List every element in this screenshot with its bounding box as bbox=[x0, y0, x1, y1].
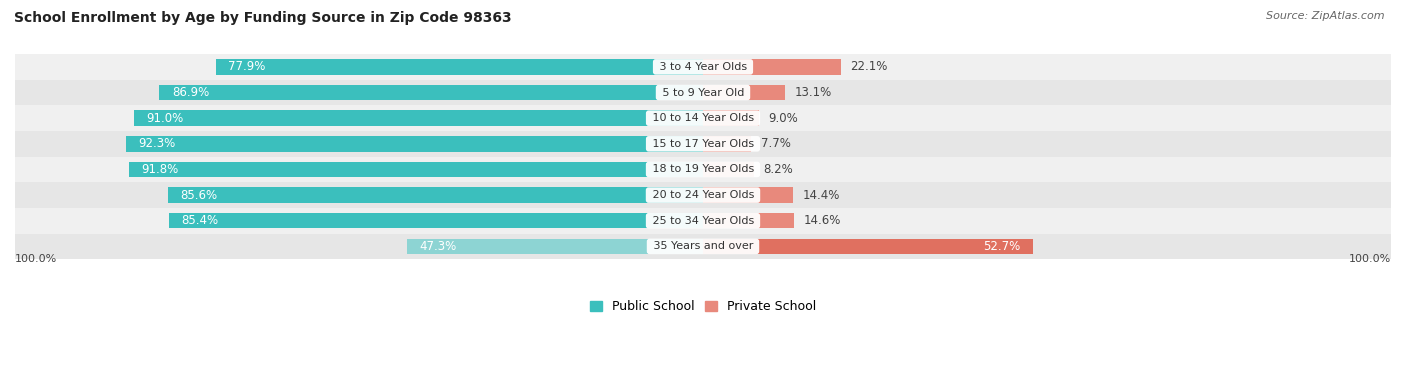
Text: 100.0%: 100.0% bbox=[1348, 254, 1391, 264]
Text: 100.0%: 100.0% bbox=[15, 254, 58, 264]
Text: 86.9%: 86.9% bbox=[172, 86, 209, 99]
Text: 47.3%: 47.3% bbox=[419, 240, 457, 253]
Text: 14.6%: 14.6% bbox=[804, 214, 841, 227]
Text: Source: ZipAtlas.com: Source: ZipAtlas.com bbox=[1267, 11, 1385, 21]
Legend: Public School, Private School: Public School, Private School bbox=[585, 296, 821, 319]
Bar bbox=[15, 182, 1391, 208]
Bar bbox=[125, 136, 703, 152]
Text: 85.6%: 85.6% bbox=[180, 188, 218, 202]
Text: 7.7%: 7.7% bbox=[761, 137, 790, 150]
Text: 9.0%: 9.0% bbox=[769, 112, 799, 125]
Text: 18 to 19 Year Olds: 18 to 19 Year Olds bbox=[648, 164, 758, 175]
Text: 3 to 4 Year Olds: 3 to 4 Year Olds bbox=[655, 62, 751, 72]
Text: 15 to 17 Year Olds: 15 to 17 Year Olds bbox=[648, 139, 758, 149]
Bar bbox=[703, 136, 751, 152]
Bar bbox=[134, 110, 703, 126]
Text: School Enrollment by Age by Funding Source in Zip Code 98363: School Enrollment by Age by Funding Sour… bbox=[14, 11, 512, 25]
Bar bbox=[703, 213, 794, 228]
Bar bbox=[15, 208, 1391, 234]
Bar bbox=[703, 239, 1032, 254]
Bar bbox=[169, 213, 703, 228]
Bar bbox=[703, 187, 793, 203]
Bar bbox=[703, 59, 841, 75]
Bar bbox=[703, 110, 759, 126]
Text: 22.1%: 22.1% bbox=[851, 60, 889, 74]
Bar bbox=[408, 239, 703, 254]
Text: 52.7%: 52.7% bbox=[983, 240, 1021, 253]
Text: 14.4%: 14.4% bbox=[803, 188, 839, 202]
Bar bbox=[15, 234, 1391, 259]
Text: 77.9%: 77.9% bbox=[228, 60, 266, 74]
Bar bbox=[15, 105, 1391, 131]
Bar bbox=[15, 131, 1391, 156]
Bar bbox=[15, 80, 1391, 105]
Text: 35 Years and over: 35 Years and over bbox=[650, 241, 756, 251]
Bar bbox=[159, 85, 703, 100]
Text: 10 to 14 Year Olds: 10 to 14 Year Olds bbox=[648, 113, 758, 123]
Bar bbox=[703, 85, 785, 100]
Text: 25 to 34 Year Olds: 25 to 34 Year Olds bbox=[648, 216, 758, 226]
Bar bbox=[167, 187, 703, 203]
Text: 91.8%: 91.8% bbox=[142, 163, 179, 176]
Text: 8.2%: 8.2% bbox=[763, 163, 793, 176]
Text: 20 to 24 Year Olds: 20 to 24 Year Olds bbox=[648, 190, 758, 200]
Bar bbox=[15, 156, 1391, 182]
Bar bbox=[703, 162, 754, 177]
Text: 5 to 9 Year Old: 5 to 9 Year Old bbox=[658, 87, 748, 98]
Text: 91.0%: 91.0% bbox=[146, 112, 184, 125]
Bar bbox=[215, 59, 703, 75]
Text: 13.1%: 13.1% bbox=[794, 86, 831, 99]
Bar bbox=[15, 54, 1391, 80]
Text: 92.3%: 92.3% bbox=[138, 137, 176, 150]
Bar bbox=[129, 162, 703, 177]
Text: 85.4%: 85.4% bbox=[181, 214, 218, 227]
